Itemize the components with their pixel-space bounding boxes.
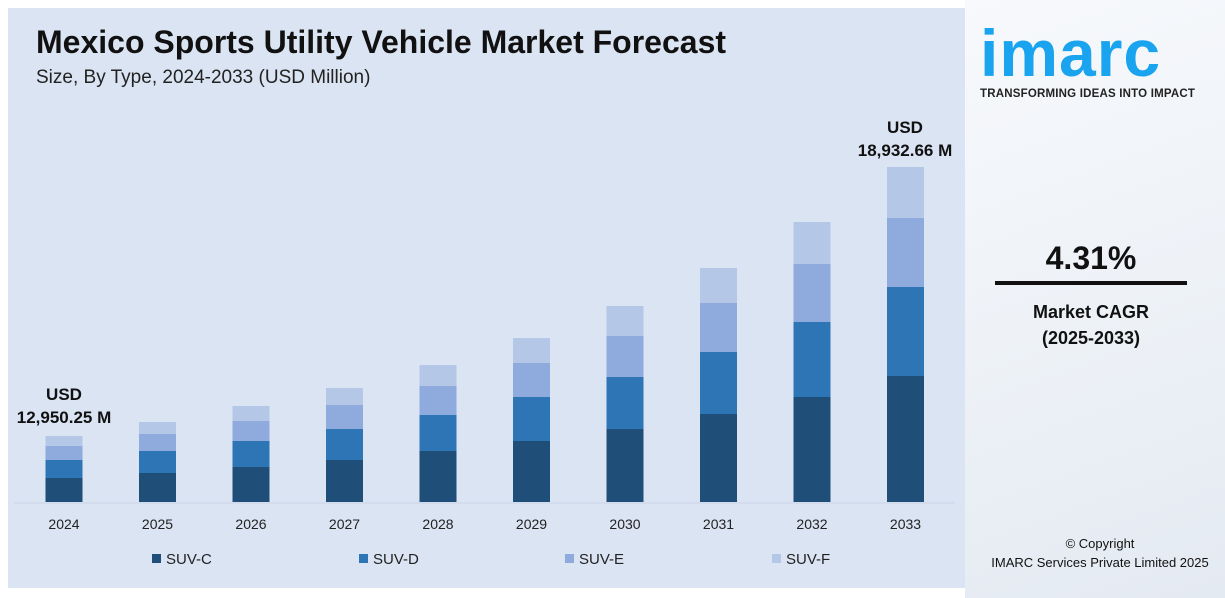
x-tick-label: 2024	[48, 516, 79, 532]
end-value: 18,932.66 M	[857, 141, 953, 160]
x-tick-label: 2032	[796, 516, 827, 532]
bar-suv-f-2030	[606, 306, 644, 337]
bar-suv-e-2031	[700, 303, 737, 353]
bar-suv-d-2031	[700, 352, 737, 415]
bar-suv-f-2024	[45, 435, 83, 446]
bar-suv-d-2024	[45, 459, 83, 478]
brand-panel	[965, 0, 1225, 598]
chart-title: Mexico Sports Utility Vehicle Market For…	[36, 24, 727, 60]
bar-suv-c-2033	[887, 375, 924, 502]
legend-label-suv-c: SUV-C	[166, 551, 212, 568]
bar-suv-e-2033	[887, 217, 924, 287]
bar-suv-e-2030	[606, 336, 644, 378]
bar-suv-e-2032	[793, 264, 831, 323]
logo-wordmark: imarc	[980, 16, 1162, 90]
bar-suv-e-2029	[513, 363, 550, 398]
bar-suv-d-2028	[419, 414, 457, 451]
bar-suv-c-2028	[419, 450, 457, 502]
bar-suv-c-2031	[700, 414, 737, 502]
bar-suv-c-2024	[45, 477, 83, 502]
start-value: 12,950.25 M	[16, 408, 112, 427]
legend-label-suv-e: SUV-E	[579, 551, 624, 568]
legend-swatch-suv-e	[565, 554, 574, 563]
bar-suv-f-2026	[232, 406, 270, 422]
bar-suv-e-2028	[419, 385, 457, 415]
legend-swatch-suv-c	[152, 554, 161, 563]
copyright-line2: IMARC Services Private Limited 2025	[991, 555, 1209, 570]
bar-suv-e-2026	[232, 421, 270, 442]
bar-suv-f-2031	[700, 268, 737, 304]
legend-swatch-suv-d	[359, 554, 368, 563]
copyright-line1: © Copyright	[1065, 536, 1135, 551]
cagr-period: (2025-2033)	[1041, 328, 1141, 348]
bar-suv-e-2025	[139, 434, 176, 452]
cagr-label: Market CAGR	[1032, 302, 1150, 322]
x-tick-label: 2025	[142, 516, 173, 532]
bar-suv-f-2027	[326, 388, 363, 406]
cagr-value: 4.31%	[1045, 240, 1137, 276]
x-tick-label: 2029	[516, 516, 547, 532]
cagr-box: 4.31% Market CAGR (2025-2033)	[995, 240, 1187, 351]
bar-suv-e-2027	[326, 405, 363, 430]
bar-suv-c-2025	[139, 473, 176, 502]
stacked-bar-chart: 2024 2025 2026 2027 2028 2029 2030 2031 2032 2033…	[14, 166, 955, 568]
x-tick-label: 2027	[329, 516, 360, 532]
end-value-annotation: USD 18,932.66 M	[840, 116, 970, 162]
bar-suv-f-2025	[139, 422, 176, 435]
x-tick-label: 2030	[609, 516, 640, 532]
bar-suv-d-2027	[326, 429, 363, 461]
bar-suv-f-2032	[793, 222, 831, 265]
x-tick-label: 2026	[235, 516, 266, 532]
imarc-logo: imarc TRANSFORMING IDEAS INTO IMPACT	[980, 18, 1208, 100]
x-tick-label: 2033	[890, 516, 921, 532]
legend-swatch-suv-f	[772, 554, 781, 563]
legend-label-suv-f: SUV-F	[786, 551, 830, 568]
bar-suv-d-2025	[139, 451, 176, 474]
bar-suv-d-2032	[793, 322, 831, 397]
bar-suv-d-2033	[887, 286, 924, 376]
x-tick-label: 2031	[703, 516, 734, 532]
x-tick-label: 2028	[422, 516, 453, 532]
bar-suv-c-2030	[606, 429, 644, 502]
copyright: © Copyright IMARC Services Private Limit…	[975, 534, 1225, 572]
legend-label-suv-d: SUV-D	[373, 551, 419, 568]
cagr-divider	[995, 281, 1187, 285]
bar-suv-d-2026	[232, 441, 270, 467]
bar-suv-c-2029	[513, 440, 550, 502]
bar-suv-c-2027	[326, 460, 363, 502]
bar-suv-d-2030	[606, 377, 644, 430]
bar-suv-f-2029	[513, 338, 550, 364]
start-currency: USD	[46, 385, 82, 404]
bar-suv-d-2029	[513, 397, 550, 441]
bar-suv-c-2026	[232, 466, 270, 502]
bar-suv-c-2032	[793, 396, 831, 502]
bar-suv-f-2028	[419, 364, 457, 386]
end-currency: USD	[887, 118, 923, 137]
chart-subtitle: Size, By Type, 2024-2033 (USD Million)	[36, 67, 371, 88]
bar-suv-e-2024	[45, 445, 83, 460]
start-value-annotation: USD 12,950.25 M	[0, 383, 128, 429]
logo-tagline: TRANSFORMING IDEAS INTO IMPACT	[980, 88, 1196, 100]
bar-suv-f-2033	[887, 166, 924, 218]
